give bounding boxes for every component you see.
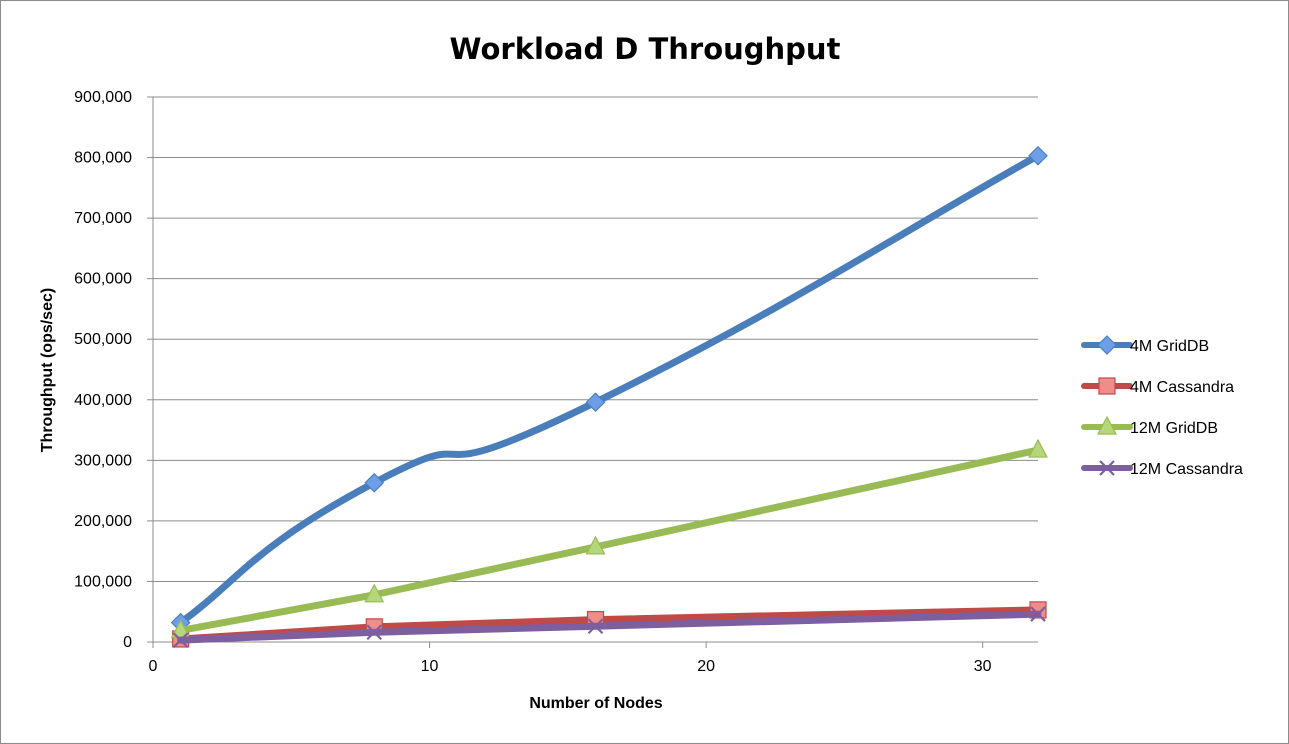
series-12m-griddb: [170, 438, 1048, 639]
legend-label: 4M GridDB: [1130, 338, 1209, 355]
legend-item: 12M GridDB: [1081, 415, 1218, 437]
data-series: [170, 145, 1048, 648]
legend-item: 12M Cassandra: [1081, 460, 1243, 478]
gridlines: [153, 96, 1038, 582]
data-point: [587, 618, 604, 635]
marker-stroke: [366, 624, 383, 641]
marker-stroke: [1030, 606, 1046, 622]
legend-marker: [1097, 415, 1117, 435]
y-tick-label: 700,000: [74, 210, 132, 227]
x-tick-label: 20: [697, 658, 715, 675]
x-axis-label: Number of Nodes: [529, 695, 662, 712]
x-tick-label: 10: [421, 658, 439, 675]
y-tick-label: 900,000: [74, 89, 132, 106]
marker-stroke: [587, 618, 604, 635]
marker-stroke: [172, 632, 189, 648]
axes: [147, 96, 1038, 648]
legend-label: 12M GridDB: [1130, 420, 1218, 437]
x-tick-label: 0: [149, 658, 158, 675]
marker-stroke: [1099, 460, 1115, 476]
data-point: [1028, 145, 1048, 166]
chart-title: Workload D Throughput: [450, 32, 841, 66]
y-axis-label: Throughput (ops/sec): [39, 288, 56, 452]
legend-item: 4M Cassandra: [1081, 377, 1234, 396]
y-tick-label: 0: [123, 634, 132, 651]
data-point: [585, 392, 606, 413]
y-tick-label: 800,000: [74, 150, 132, 167]
series-line: [177, 610, 1042, 644]
series-4m-griddb: [170, 145, 1048, 633]
legend-marker: [1098, 377, 1116, 395]
y-tick-label: 100,000: [74, 573, 132, 590]
y-tick-label: 200,000: [74, 513, 132, 530]
y-tick-label: 500,000: [74, 331, 132, 348]
legend-marker: [1097, 335, 1117, 355]
series-12m-cassandra: [172, 606, 1046, 648]
y-tick-label: 600,000: [74, 271, 132, 288]
legend-label: 4M Cassandra: [1130, 379, 1234, 396]
legend-item: 4M GridDB: [1081, 335, 1209, 355]
series-line: [177, 152, 1042, 627]
data-point: [172, 632, 189, 648]
legend-marker: [1099, 460, 1115, 476]
data-point: [1030, 606, 1046, 622]
series-line: [177, 446, 1042, 634]
data-point: [585, 535, 606, 555]
data-point: [364, 472, 385, 493]
x-tick-label: 30: [974, 658, 992, 675]
y-tick-label: 400,000: [74, 392, 132, 409]
data-point: [364, 583, 385, 603]
y-tick-label: 300,000: [74, 452, 132, 469]
legend: 4M GridDB 4M Cassandra 12M GridDB 12M Cassa…: [1081, 335, 1243, 478]
x-tick-labels: 0 10 20 30: [149, 658, 992, 675]
data-point: [1028, 438, 1048, 458]
y-tick-labels: 0 100,000 200,000 300,000 400,000 500,000 600,…: [74, 89, 132, 651]
legend-label: 12M Cassandra: [1130, 461, 1243, 478]
data-point: [366, 624, 383, 641]
